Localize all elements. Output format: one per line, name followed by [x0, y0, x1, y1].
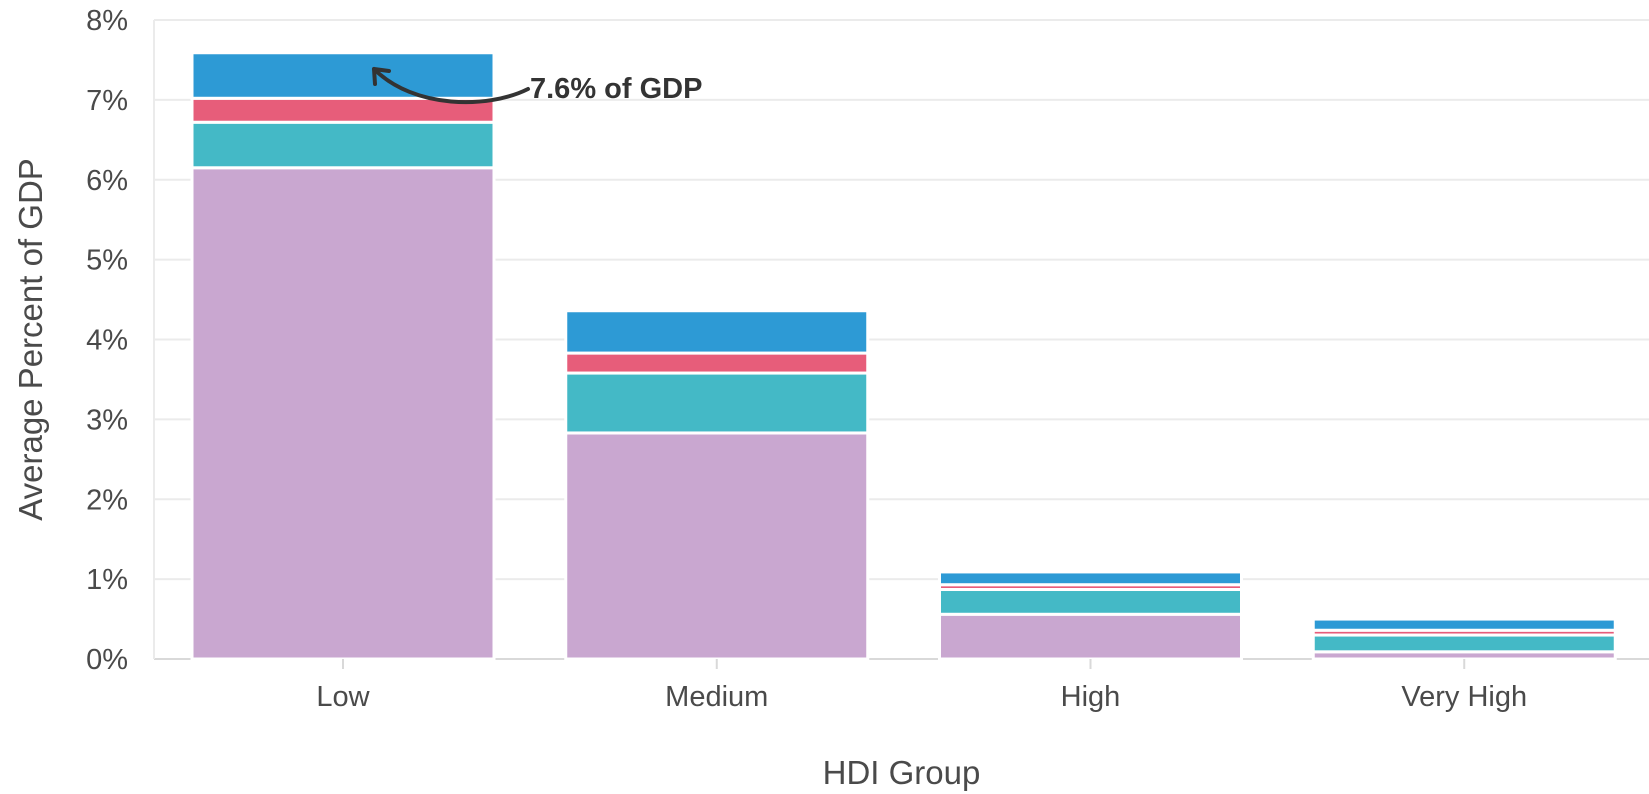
x-tick-label: High — [1061, 681, 1121, 713]
bar-segment — [1311, 633, 1617, 654]
bars — [190, 51, 1617, 661]
annotation-arrow — [372, 67, 530, 105]
y-tick-label: 8% — [86, 5, 128, 37]
y-tick-label: 6% — [86, 165, 128, 197]
annotation-label: 7.6% of GDP — [530, 73, 702, 105]
x-tick-label: Low — [316, 681, 370, 713]
annotation-arrowhead-icon — [372, 67, 391, 86]
bar-segment — [938, 570, 1243, 587]
y-tick-label: 1% — [86, 564, 128, 596]
x-axis-title: HDI Group — [823, 754, 981, 791]
bar-segment — [938, 612, 1243, 661]
bar-segment — [190, 166, 496, 661]
bar-segment — [564, 431, 870, 661]
bar-segment — [938, 588, 1243, 616]
y-tick-label: 7% — [86, 85, 128, 117]
bar-segment — [564, 351, 870, 375]
y-tick-label: 2% — [86, 484, 128, 516]
axes: 0% 1% 2% 3% 4% 5% 6% 7% 8% Low Medium High Very High — [86, 5, 1527, 713]
bar-segment — [1311, 617, 1617, 632]
y-tick-label: 0% — [86, 644, 128, 676]
x-tick-label: Medium — [665, 681, 768, 713]
y-tick-label: 4% — [86, 325, 128, 357]
bar-segment — [564, 371, 870, 435]
bar-segment — [564, 309, 870, 355]
bar-segment — [190, 120, 496, 170]
y-axis-title: Average Percent of GDP — [12, 158, 49, 521]
annotation: 7.6% of GDP — [372, 67, 702, 105]
y-tick-label: 5% — [86, 245, 128, 277]
bar-segment — [190, 51, 496, 100]
x-tick-label: Very High — [1401, 681, 1527, 713]
y-tick-label: 3% — [86, 404, 128, 436]
